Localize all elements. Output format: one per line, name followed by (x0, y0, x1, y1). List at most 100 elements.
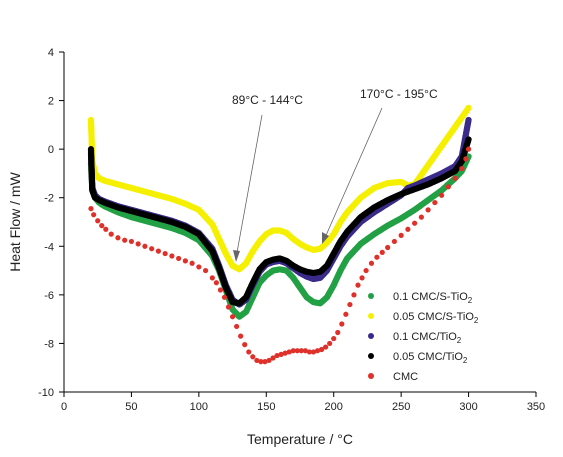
legend-label-main: 0.1 CMC/TiO (393, 331, 457, 343)
data-point (302, 348, 308, 354)
data-point (238, 333, 244, 339)
data-point (262, 359, 268, 365)
data-point (91, 212, 97, 218)
data-point (445, 184, 451, 190)
data-point (425, 207, 431, 213)
series-4 (88, 146, 472, 365)
data-point (314, 348, 321, 354)
annotation-arrow-2 (323, 107, 383, 241)
annotations: 89°C - 144°C 170°C - 195°C (232, 87, 438, 262)
data-point (363, 267, 369, 274)
annotation-label-2: 170°C - 195°C (360, 87, 438, 101)
series-1 (87, 104, 472, 273)
data-point (149, 246, 155, 252)
data-point (213, 280, 219, 286)
y-tick-label: -4 (44, 241, 54, 253)
x-tick-label: 200 (325, 401, 343, 413)
legend-label-subscript: 2 (468, 296, 473, 305)
data-point (439, 192, 445, 198)
data-point (88, 206, 94, 212)
data-point (282, 350, 288, 356)
x-tick-label: 250 (392, 401, 410, 413)
data-point (250, 354, 256, 360)
x-tick-label: 0 (61, 401, 67, 413)
data-point (432, 199, 438, 206)
data-point (142, 243, 148, 249)
legend-label-main: 0.1 CMC/S-TiO (393, 291, 468, 303)
data-point (155, 248, 161, 254)
data-point (169, 253, 175, 259)
legend-label-subscript: 2 (457, 336, 462, 345)
data-point (339, 321, 345, 327)
y-tick-label: 0 (48, 144, 54, 156)
data-point (286, 349, 292, 355)
data-point (278, 351, 284, 357)
annotation-arrow-1 (235, 114, 263, 259)
data-point (355, 282, 361, 288)
data-point (203, 267, 209, 274)
data-point (128, 238, 135, 245)
legend-marker (368, 333, 374, 339)
legend-label: 0.05 CMC/S-TiO2 (393, 311, 479, 325)
data-point (405, 226, 411, 232)
data-point (379, 249, 385, 255)
data-point (209, 275, 215, 281)
data-point (270, 355, 276, 361)
data-point (398, 232, 404, 238)
data-point (242, 342, 248, 348)
data-point (323, 344, 329, 350)
legend-label-main: 0.05 CMC/TiO (393, 351, 463, 363)
data-point (95, 218, 101, 224)
data-point (290, 348, 296, 354)
axes (63, 52, 536, 393)
data-point (294, 348, 300, 354)
data-point (122, 237, 128, 243)
data-point (331, 335, 337, 342)
y-axis-title: Heat Flow / mW (7, 171, 23, 271)
x-tick-label: 300 (459, 401, 477, 413)
y-tick-label: -6 (44, 290, 54, 302)
series-3 (87, 136, 472, 307)
y-tick-label: -10 (38, 387, 54, 399)
data-point (115, 235, 121, 241)
data-point (368, 260, 375, 266)
y-tick-label: -8 (44, 338, 54, 350)
data-point (343, 311, 349, 317)
legend-marker (368, 373, 374, 379)
data-point (327, 340, 333, 347)
legend-marker (368, 313, 374, 319)
data-point (196, 264, 202, 270)
x-axis-title: Temperature / °C (247, 431, 353, 447)
data-point (135, 241, 141, 247)
data-point (103, 226, 109, 232)
x-tick-label: 100 (190, 401, 208, 413)
legend-marker (368, 293, 374, 299)
data-point (274, 352, 280, 359)
data-point (459, 165, 465, 172)
annotation-arrowhead-1 (233, 250, 240, 262)
data-point (385, 244, 391, 251)
data-point (418, 214, 424, 220)
data-point (246, 349, 252, 355)
data-point (465, 104, 472, 111)
legend-label-subscript: 2 (463, 356, 468, 365)
legend-marker (368, 353, 374, 359)
annotation-label-1: 89°C - 144°C (232, 93, 303, 107)
data-point (318, 346, 325, 353)
data-point (310, 349, 317, 355)
data-point (221, 294, 228, 300)
x-tick-label: 150 (257, 401, 275, 413)
data-point (234, 323, 240, 330)
data-point (306, 349, 313, 355)
data-point (465, 146, 472, 152)
legend-label-main: CMC (393, 371, 418, 383)
legend-label: CMC (393, 371, 418, 383)
data-point (359, 275, 365, 281)
data-point (189, 260, 195, 266)
data-point (351, 292, 357, 298)
data-point (374, 254, 380, 260)
data-point (465, 116, 472, 124)
